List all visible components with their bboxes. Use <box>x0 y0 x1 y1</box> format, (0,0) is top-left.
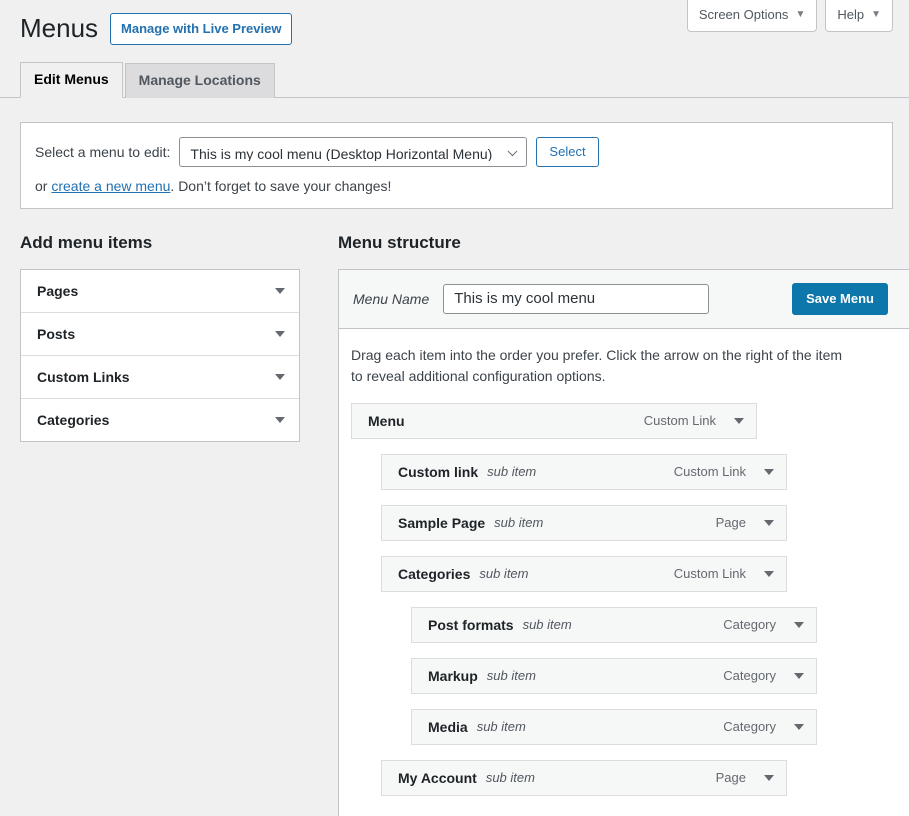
menu-item-type: Page <box>715 770 746 786</box>
triangle-down-icon <box>275 330 285 337</box>
menu-item-row[interactable]: Custom link sub item Custom Link <box>381 453 787 490</box>
menu-item-row[interactable]: Sample Page sub item Page <box>381 504 787 541</box>
menu-item-sub-label: sub item <box>485 770 535 786</box>
help-button[interactable]: Help ▼ <box>825 0 893 33</box>
menu-item-title: Sample Page <box>398 514 486 531</box>
menu-structure-panel: Menu Name Save Menu Drag each item into … <box>338 268 909 816</box>
menu-item-title: My Account <box>398 769 477 786</box>
accordion-label: Categories <box>37 411 110 428</box>
menu-item-type: Category <box>723 617 776 633</box>
menu-item-row[interactable]: My Account sub item Page <box>381 759 787 796</box>
menu-item-sub-label: sub item <box>487 464 537 480</box>
menu-name-label: Menu Name <box>353 290 430 307</box>
screen-options-button[interactable]: Screen Options ▼ <box>686 0 818 33</box>
select-button[interactable]: Select <box>536 136 599 167</box>
create-new-menu-link[interactable]: create a new menu <box>51 177 171 194</box>
menu-item-row[interactable]: Markup sub item Category <box>411 657 817 694</box>
page-header: Menus Manage with Live Preview <box>0 0 909 46</box>
chevron-down-icon: ▼ <box>871 9 881 21</box>
menu-item-title: Menu <box>368 412 405 429</box>
add-menu-items-column: Add menu items Pages Posts Custom Links … <box>20 231 320 816</box>
triangle-down-icon[interactable] <box>794 621 804 628</box>
menu-selector-panel: Select a menu to edit: This is my cool m… <box>20 121 893 209</box>
menu-items-list: Menu Custom Link Custom link sub item Custom… <box>339 391 909 816</box>
accordion-panel-categories[interactable]: Categories <box>21 399 299 441</box>
page-title: Menus <box>20 13 99 43</box>
menu-structure-heading: Menu structure <box>338 232 461 252</box>
chevron-down-icon: ▼ <box>795 9 806 21</box>
menus-columns: Add menu items Pages Posts Custom Links … <box>0 231 909 816</box>
triangle-down-icon <box>275 373 285 380</box>
help-label: Help <box>837 7 865 22</box>
menu-item-row[interactable]: Menu Custom Link <box>351 402 757 439</box>
menu-item-sub-label: sub item <box>494 515 544 531</box>
menu-select-wrapper: This is my cool menu (Desktop Horizontal… <box>179 136 528 167</box>
menu-item-title: Categories <box>398 565 471 582</box>
triangle-down-icon[interactable] <box>764 519 774 526</box>
screen-options-label: Screen Options <box>698 7 789 22</box>
accordion-panel-custom-links[interactable]: Custom Links <box>21 356 299 399</box>
menu-item-sub-label: sub item <box>476 719 526 735</box>
select-menu-label: Select a menu to edit: <box>35 143 171 160</box>
menu-item-title: Markup <box>428 667 478 684</box>
triangle-down-icon <box>275 416 285 423</box>
menu-item-type: Page <box>715 515 746 531</box>
save-reminder-text: . Don’t forget to save your changes! <box>170 177 392 194</box>
add-menu-items-accordion: Pages Posts Custom Links Categories <box>20 268 300 442</box>
menu-item-sub-label: sub item <box>479 566 529 582</box>
menu-name-input[interactable] <box>443 283 710 314</box>
triangle-down-icon <box>275 287 285 294</box>
menu-item-row[interactable]: Post formats sub item Category <box>411 606 817 643</box>
menu-item-sub-label: sub item <box>522 617 572 633</box>
menu-item-title: Media <box>428 718 468 735</box>
accordion-label: Pages <box>37 282 79 299</box>
menu-item-sub-label: sub item <box>486 668 536 684</box>
menu-structure-column: Menu structure Menu Name Save Menu Drag … <box>338 231 909 816</box>
manage-with-live-preview-button[interactable]: Manage with Live Preview <box>110 12 293 46</box>
accordion-panel-posts[interactable]: Posts <box>21 313 299 356</box>
menu-item-type: Custom Link <box>673 566 746 582</box>
or-text: or <box>35 177 52 194</box>
accordion-panel-pages[interactable]: Pages <box>21 270 299 313</box>
triangle-down-icon[interactable] <box>764 774 774 781</box>
screen-meta-links: Screen Options ▼ Help ▼ <box>686 0 893 33</box>
accordion-label: Posts <box>37 325 76 342</box>
triangle-down-icon[interactable] <box>764 570 774 577</box>
save-menu-button[interactable]: Save Menu <box>792 282 888 315</box>
menu-structure-help-text: Drag each item into the order you prefer… <box>351 346 843 384</box>
menu-item-row[interactable]: Categories sub item Custom Link <box>381 555 787 592</box>
menu-item-type: Category <box>723 719 776 735</box>
menu-item-type: Category <box>723 668 776 684</box>
tab-edit-menus[interactable]: Edit Menus <box>20 62 123 98</box>
menu-name-row: Menu Name Save Menu <box>339 269 909 329</box>
menu-item-type: Custom Link <box>673 464 746 480</box>
menu-select[interactable]: This is my cool menu (Desktop Horizontal… <box>179 136 528 167</box>
create-menu-line: or create a new menu. Don’t forget to sa… <box>35 178 880 194</box>
triangle-down-icon[interactable] <box>734 417 744 424</box>
menu-item-title: Post formats <box>428 616 514 633</box>
accordion-label: Custom Links <box>37 368 130 385</box>
triangle-down-icon[interactable] <box>794 672 804 679</box>
nav-tab-bar: Edit Menus Manage Locations <box>0 62 909 98</box>
menu-item-row[interactable]: Media sub item Category <box>411 708 817 745</box>
tab-manage-locations[interactable]: Manage Locations <box>124 63 275 98</box>
menu-item-type: Custom Link <box>643 413 716 429</box>
triangle-down-icon[interactable] <box>794 723 804 730</box>
triangle-down-icon[interactable] <box>764 468 774 475</box>
add-menu-items-heading: Add menu items <box>20 232 153 252</box>
menu-item-title: Custom link <box>398 463 479 480</box>
